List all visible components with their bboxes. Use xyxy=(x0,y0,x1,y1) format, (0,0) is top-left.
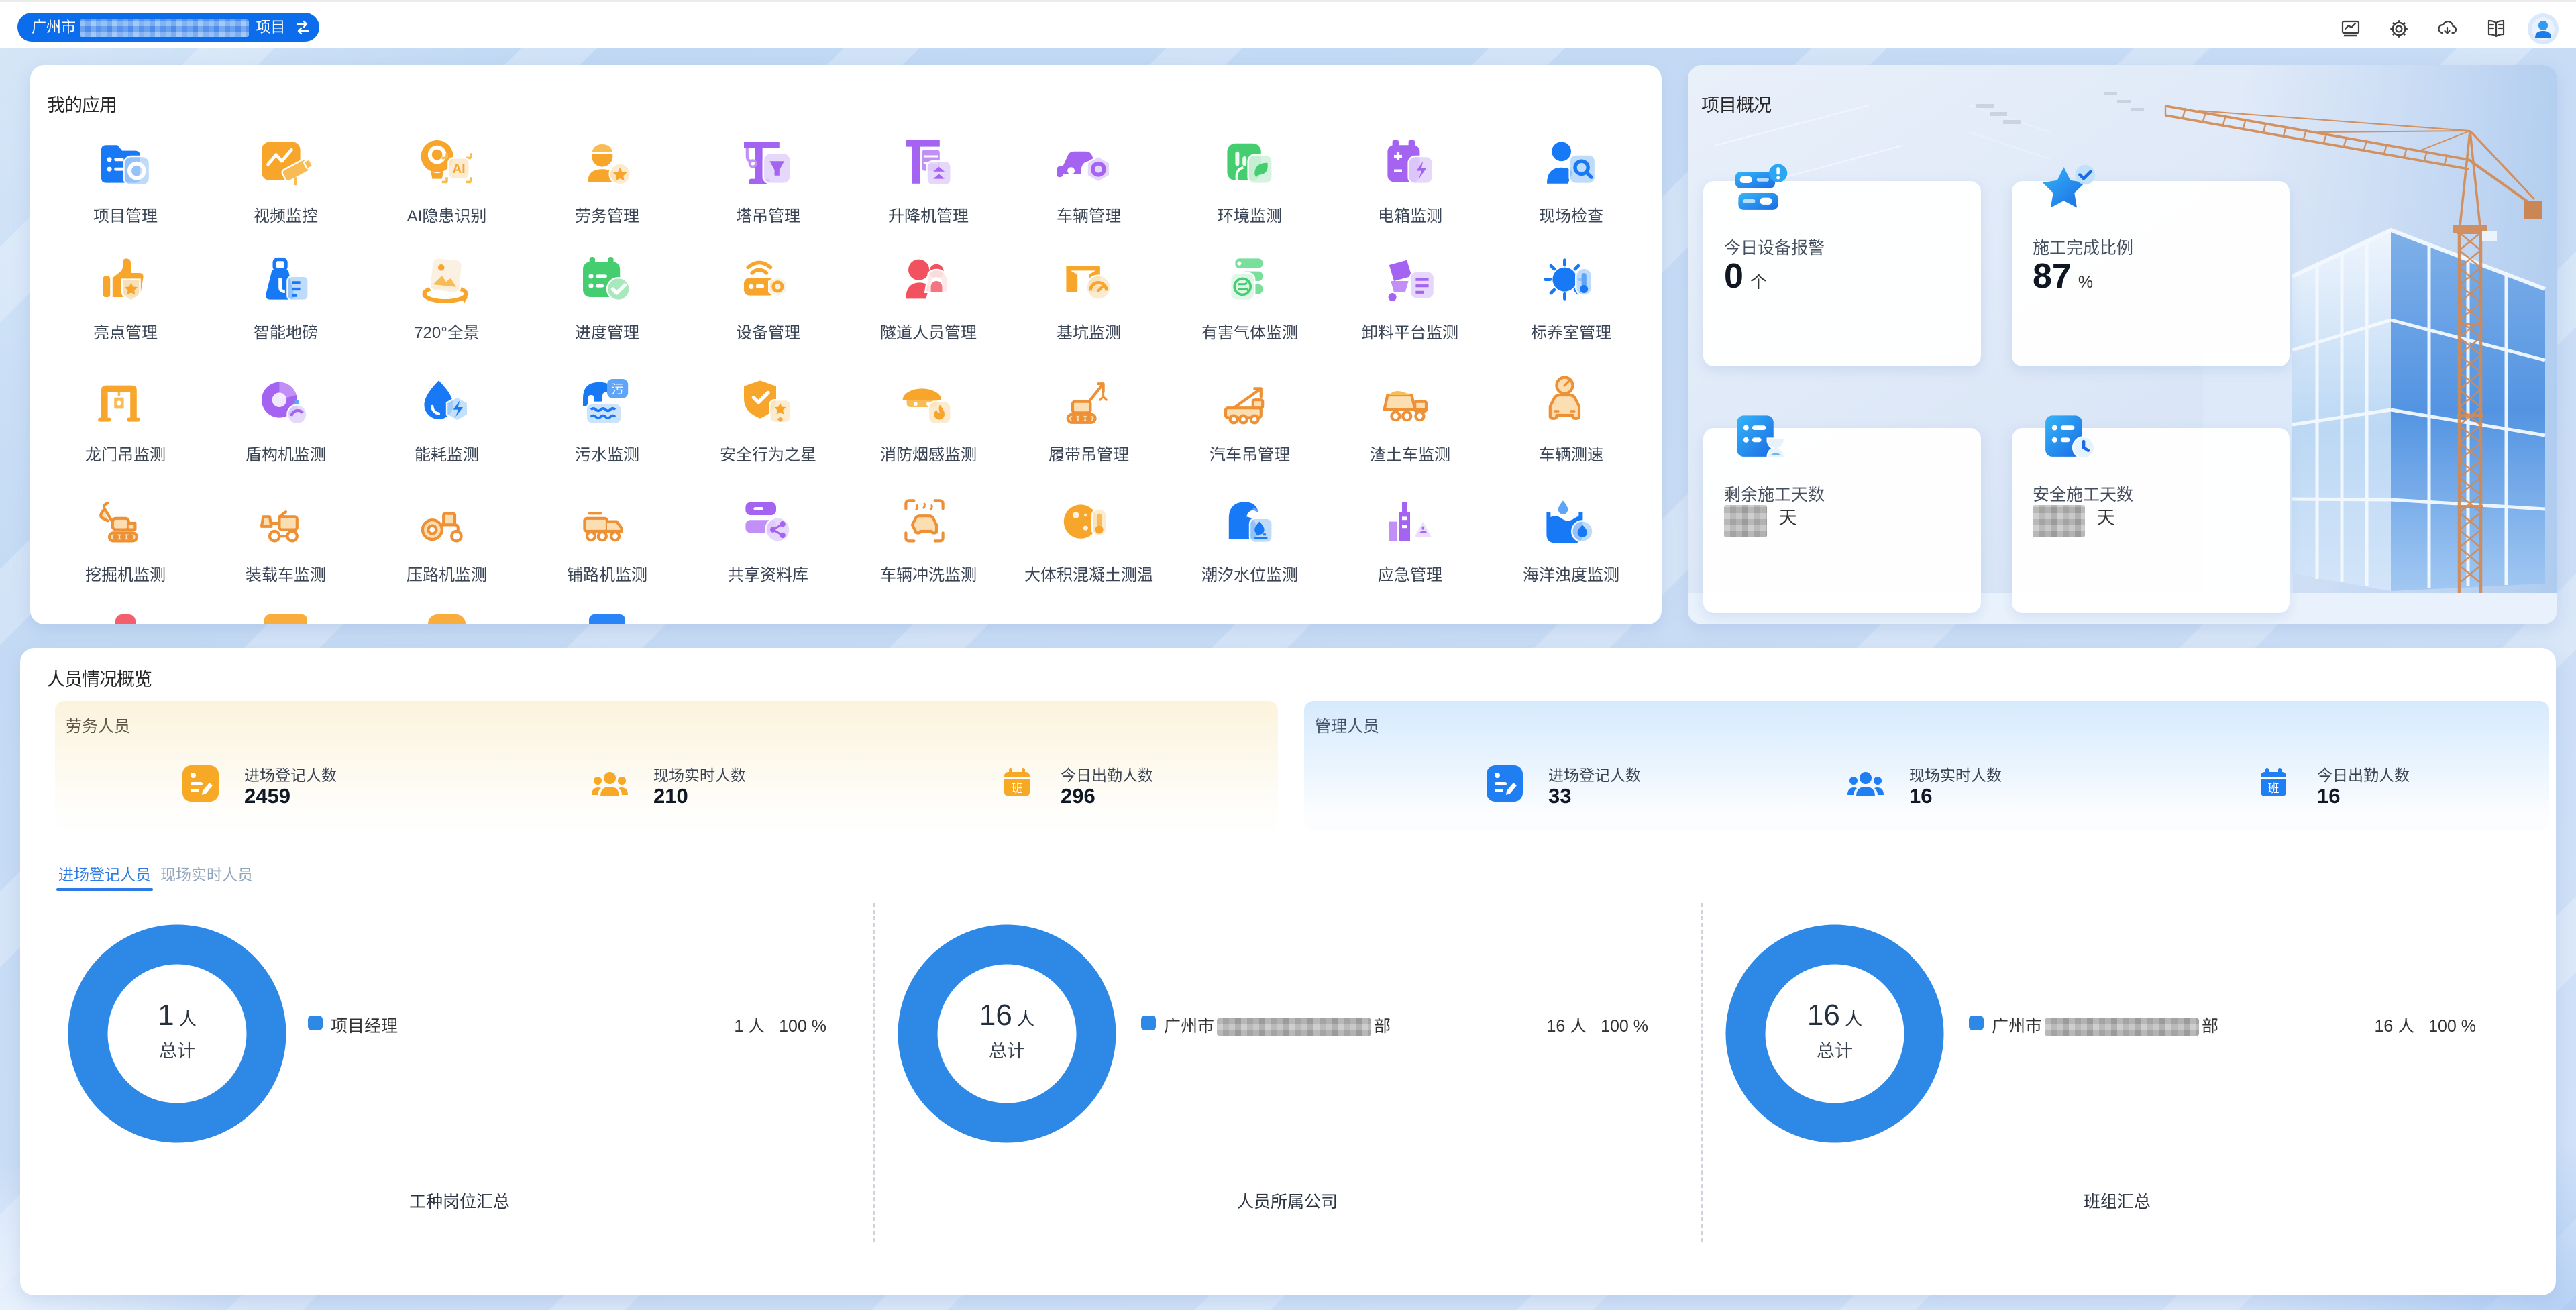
svg-text:班: 班 xyxy=(2268,782,2279,795)
svg-text:班: 班 xyxy=(1012,782,1023,795)
svg-text:污: 污 xyxy=(612,383,624,396)
svg-text:AI: AI xyxy=(452,162,465,176)
